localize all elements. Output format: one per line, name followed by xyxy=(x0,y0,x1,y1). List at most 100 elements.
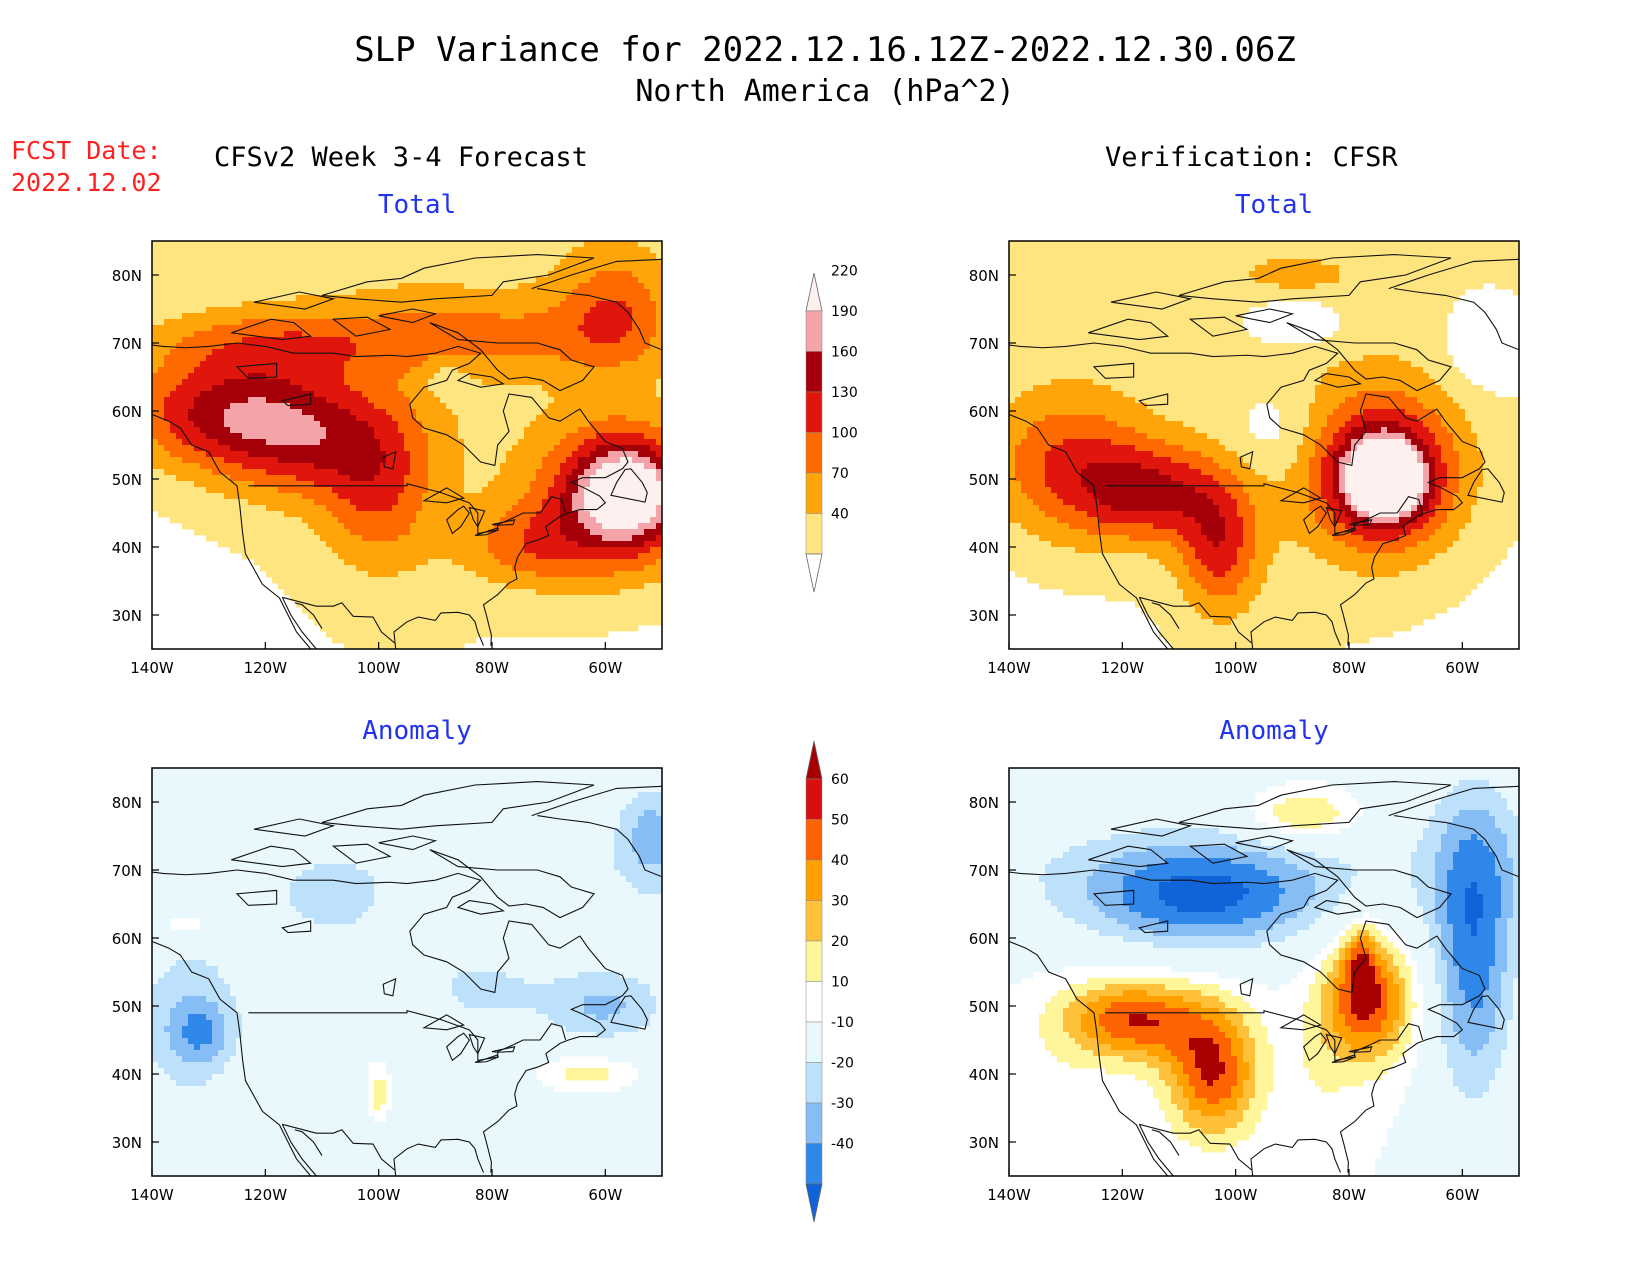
lon-tick-label: 120W xyxy=(244,1186,288,1204)
lat-tick-label: 80N xyxy=(112,794,142,812)
lat-tick-label: 70N xyxy=(969,862,999,880)
colorbar-segment xyxy=(805,1021,823,1063)
lon-tick-label: 80W xyxy=(1332,1186,1366,1204)
lat-tick-label: 30N xyxy=(969,607,999,625)
coastline-forecast-total xyxy=(152,254,662,649)
map-panel-verification-anomaly: 140W 120W 100W 80W 60W 30N 40N 50N 60N 70N 80N xyxy=(969,767,1520,1204)
lon-tick-label: 60W xyxy=(1445,1186,1479,1204)
verification-column-title: Verification: CFSR xyxy=(1105,142,1398,173)
panel-title-forecast-total: Total xyxy=(162,190,672,220)
colorbar-segment xyxy=(805,472,823,514)
main-subtitle: North America (hPa^2) xyxy=(0,74,1650,109)
colorbar-level-label: -30 xyxy=(831,1096,854,1112)
colorbar-segment xyxy=(805,940,823,982)
shaded-field-forecast-total xyxy=(152,241,662,649)
colorbar-segment xyxy=(805,513,823,555)
lon-tick-label: 120W xyxy=(244,659,288,677)
map-panel-forecast-anomaly: 140W 120W 100W 80W 60W 30N 40N 50N 60N 70N 80N xyxy=(112,767,663,1204)
lat-tick-label: 80N xyxy=(112,267,142,285)
colorbar-level-label: 190 xyxy=(831,304,858,320)
lat-tick-label: 50N xyxy=(969,471,999,489)
panel-title-verification-total: Total xyxy=(1019,190,1529,220)
colorbar-segment xyxy=(805,981,823,1023)
lon-tick-label: 100W xyxy=(1214,659,1258,677)
colorbar-level-label: 220 xyxy=(831,264,858,280)
colorbar-segment xyxy=(805,900,823,942)
colorbar-level-label: 40 xyxy=(831,853,849,869)
lon-tick-label: 100W xyxy=(357,1186,401,1204)
lat-tick-label: 70N xyxy=(112,335,142,353)
lon-tick-label: 80W xyxy=(1332,659,1366,677)
lat-tick-label: 60N xyxy=(112,930,142,948)
colorbar-segment xyxy=(805,778,823,820)
map-panel-forecast-total: 140W 120W 100W 80W 60W 30N 40N 50N 60N 70N 80N xyxy=(112,240,663,677)
colorbar-segment xyxy=(805,859,823,901)
fcst-date: 2022.12.02 xyxy=(11,168,162,197)
colorbar-level-label: 30 xyxy=(831,894,849,910)
colorbar-segment xyxy=(805,432,823,474)
shaded-field-verification-anomaly xyxy=(1009,768,1519,1176)
lat-tick-label: 80N xyxy=(969,267,999,285)
forecast-column-title: CFSv2 Week 3-4 Forecast xyxy=(214,142,588,173)
colorbar-segment xyxy=(805,351,823,393)
lat-tick-label: 80N xyxy=(969,794,999,812)
colorbar-level-label: -20 xyxy=(831,1056,854,1072)
colorbar-segment xyxy=(805,1143,823,1185)
colorbar-segment xyxy=(805,1102,823,1144)
colorbar-level-label: 100 xyxy=(831,426,858,442)
lon-tick-label: 140W xyxy=(987,659,1031,677)
map-panel-verification-total: 140W 120W 100W 80W 60W 30N 40N 50N 60N 70N 80N xyxy=(969,240,1520,677)
colorbar-cap-bottom xyxy=(805,1183,823,1223)
lat-tick-label: 70N xyxy=(112,862,142,880)
lat-tick-label: 40N xyxy=(112,539,142,557)
lat-tick-label: 60N xyxy=(112,403,142,421)
lon-tick-label: 60W xyxy=(1445,659,1479,677)
lon-tick-label: 140W xyxy=(987,1186,1031,1204)
lat-tick-label: 50N xyxy=(112,998,142,1016)
lon-tick-label: 140W xyxy=(130,659,174,677)
colorbar-level-label: 70 xyxy=(831,466,849,482)
lon-tick-label: 60W xyxy=(588,1186,622,1204)
colorbar-cap-top xyxy=(805,272,823,312)
colorbar-cap-bottom xyxy=(805,553,823,593)
lat-tick-label: 70N xyxy=(969,335,999,353)
lat-tick-label: 60N xyxy=(969,930,999,948)
lat-tick-label: 60N xyxy=(969,403,999,421)
panel-title-verification-anomaly: Anomaly xyxy=(1019,716,1529,746)
colorbar-level-label: 130 xyxy=(831,385,858,401)
colorbar-level-label: 10 xyxy=(831,975,849,991)
fcst-label: FCST Date: xyxy=(11,136,162,165)
lat-tick-label: 30N xyxy=(969,1134,999,1152)
map-frame-verification-total xyxy=(1008,240,1520,650)
lat-tick-label: 30N xyxy=(112,607,142,625)
colorbar-anomaly: -40 -30 -20 -10 10 20 30 40 50 60 xyxy=(805,740,854,1223)
lon-tick-label: 100W xyxy=(357,659,401,677)
shaded-field-verification-total xyxy=(1009,241,1519,649)
coastline-verification-anomaly xyxy=(1009,781,1519,1176)
lon-tick-label: 80W xyxy=(475,659,509,677)
lon-tick-label: 100W xyxy=(1214,1186,1258,1204)
colorbar-level-label: -40 xyxy=(831,1137,854,1153)
colorbar-segment xyxy=(805,1062,823,1104)
lat-tick-label: 50N xyxy=(112,471,142,489)
lon-tick-label: 80W xyxy=(475,1186,509,1204)
colorbar-segment xyxy=(805,819,823,861)
colorbar-segment xyxy=(805,310,823,352)
map-frame-verification-anomaly xyxy=(1008,767,1520,1177)
colorbar-level-label: 50 xyxy=(831,813,849,829)
main-title: SLP Variance for 2022.12.16.12Z-2022.12.… xyxy=(0,30,1650,70)
lat-tick-label: 40N xyxy=(969,1066,999,1084)
map-frame-forecast-total xyxy=(151,240,663,650)
colorbar-level-label: -10 xyxy=(831,1015,854,1031)
colorbar-segment xyxy=(805,391,823,433)
colorbar-level-label: 160 xyxy=(831,345,858,361)
colorbar-level-label: 40 xyxy=(831,507,849,523)
lat-tick-label: 40N xyxy=(969,539,999,557)
lon-tick-label: 120W xyxy=(1101,1186,1145,1204)
colorbar-cap-top xyxy=(805,740,823,780)
panel-title-forecast-anomaly: Anomaly xyxy=(162,716,672,746)
map-frame-forecast-anomaly xyxy=(151,767,663,1177)
colorbar-total: 40 70 100 130 160 190 220 xyxy=(805,264,858,593)
lat-tick-label: 50N xyxy=(969,998,999,1016)
